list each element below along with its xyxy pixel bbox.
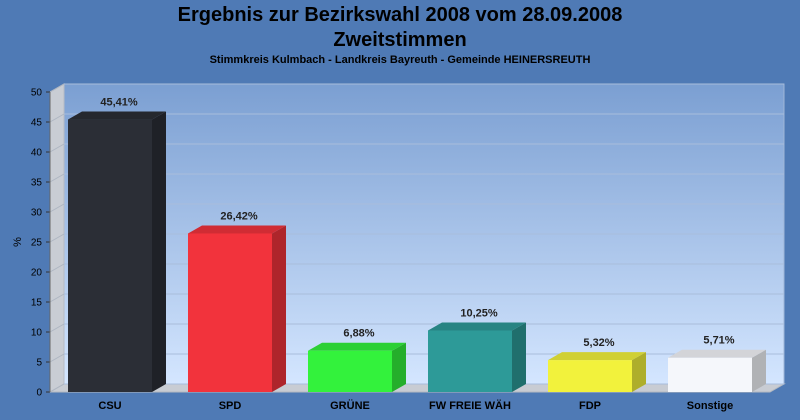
bar-top-face xyxy=(668,349,766,358)
labels-group: 0 5 10 15 20 25 30 35 40 45 50% 45,41% CSU 26,42% SPD 6… xyxy=(12,88,735,413)
y-tick-label: 0 xyxy=(36,388,42,399)
bar-side-face xyxy=(512,322,526,392)
y-tick-label: 40 xyxy=(31,148,43,159)
bar-sonstige xyxy=(668,349,766,392)
bar-side-face xyxy=(392,342,406,392)
bar-value-label: 6,88% xyxy=(343,328,374,340)
gridline-depth xyxy=(49,293,65,303)
bar-top-face xyxy=(188,225,286,234)
y-tick-label: 25 xyxy=(31,238,43,249)
bars-group xyxy=(68,111,766,392)
x-category-label: GRÜNE xyxy=(330,399,370,412)
gridline-depth xyxy=(49,83,65,93)
bar-side-face xyxy=(152,111,166,392)
gridline-depth xyxy=(49,173,65,183)
bar-csu xyxy=(68,111,166,392)
bar-front-face xyxy=(188,233,272,392)
bar-value-label: 5,71% xyxy=(703,335,734,347)
bar-spd xyxy=(188,225,286,392)
bar-value-label: 10,25% xyxy=(460,308,498,320)
y-tick-label: 20 xyxy=(31,268,43,279)
bar-front-face xyxy=(308,350,392,392)
gridline-depth xyxy=(49,233,65,243)
gridline-depth xyxy=(49,203,65,213)
bar-top-face xyxy=(68,111,166,120)
gridline-depth xyxy=(49,263,65,273)
x-category-label: FW FREIE WÄH xyxy=(429,399,511,412)
y-tick-label: 35 xyxy=(31,178,43,189)
bar-value-label: 26,42% xyxy=(220,210,258,222)
bar-side-face xyxy=(632,352,646,392)
bar-side-face xyxy=(272,225,286,392)
bar-value-label: 5,32% xyxy=(583,337,614,349)
x-category-label: FDP xyxy=(579,400,601,412)
bar-top-face xyxy=(308,342,406,351)
bar-side-face xyxy=(752,349,766,392)
y-tick-label: 5 xyxy=(36,358,42,369)
gridline-depth xyxy=(49,113,65,123)
bar-front-face xyxy=(428,330,512,392)
bar-grüne xyxy=(308,342,406,392)
y-axis-label: % xyxy=(12,237,24,247)
x-category-label: SPD xyxy=(219,400,242,412)
y-tick-label: 15 xyxy=(31,298,43,309)
bar-front-face xyxy=(548,360,632,392)
y-tick-label: 30 xyxy=(31,208,43,219)
y-tick-label: 45 xyxy=(31,118,43,129)
bar-fw-freie-wäh xyxy=(428,322,526,392)
gridline-depth xyxy=(49,353,65,363)
gridline-depth xyxy=(49,383,65,393)
gridline-depth xyxy=(49,143,65,153)
bar-top-face xyxy=(428,322,526,331)
x-category-label: CSU xyxy=(98,400,121,412)
y-tick-label: 10 xyxy=(31,328,43,339)
gridline-depth xyxy=(49,323,65,333)
bar-front-face xyxy=(68,119,152,392)
chart-subtitle: Stimmkreis Kulmbach - Landkreis Bayreuth… xyxy=(209,54,591,66)
bar-top-face xyxy=(548,352,646,361)
bar-fdp xyxy=(548,352,646,392)
y-tick-label: 50 xyxy=(31,88,43,99)
chart-title-line2: Zweitstimmen xyxy=(333,29,467,51)
bar-front-face xyxy=(668,357,752,392)
bar-value-label: 45,41% xyxy=(100,97,138,109)
x-category-label: Sonstige xyxy=(687,400,733,412)
chart-title: Ergebnis zur Bezirkswahl 2008 vom 28.09.… xyxy=(177,4,623,26)
